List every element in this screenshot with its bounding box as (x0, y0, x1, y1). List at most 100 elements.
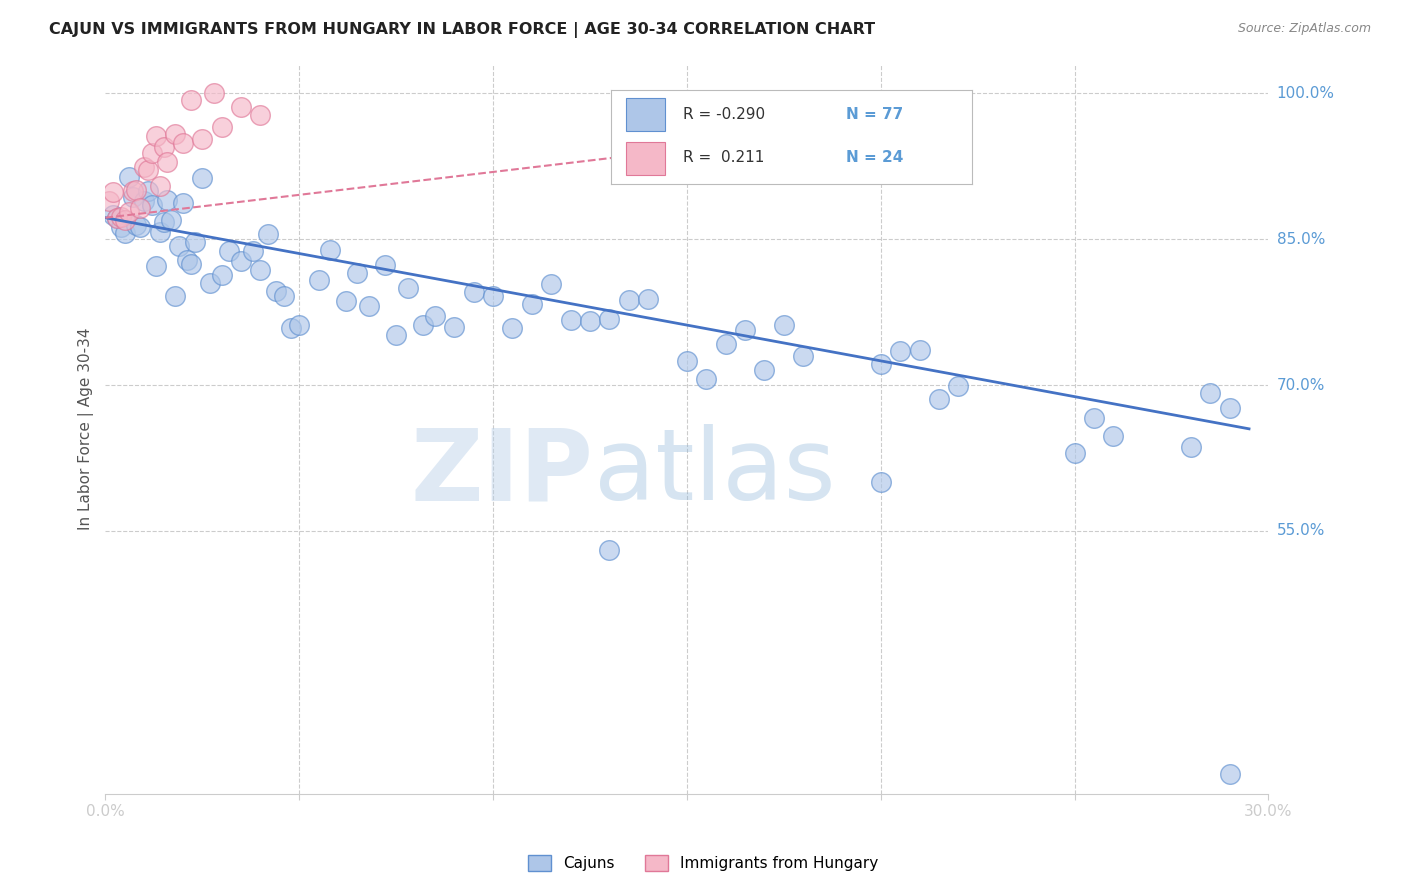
Point (695, 372, 717, 386)
Point (141, 146, 163, 161)
Point (249, 263, 271, 277)
Point (637, 293, 659, 307)
Point (598, 312, 620, 326)
Point (145, 128, 167, 143)
Point (149, 178, 172, 193)
Point (121, 184, 143, 198)
Point (540, 277, 562, 292)
Point (165, 288, 187, 302)
Point (385, 328, 408, 343)
Point (129, 220, 152, 235)
Point (249, 108, 271, 122)
Point (218, 244, 240, 258)
Point (319, 243, 342, 257)
Point (676, 353, 699, 368)
Point (105, 211, 128, 225)
Point (202, 87, 225, 101)
Point (180, 257, 202, 271)
Point (560, 313, 582, 327)
Point (501, 320, 523, 334)
Point (617, 293, 640, 308)
Point (273, 289, 295, 303)
Point (114, 213, 136, 227)
Point (141, 198, 163, 212)
Point (1219, 401, 1241, 416)
Point (211, 120, 233, 134)
Point (160, 212, 183, 227)
Point (579, 314, 602, 328)
Point (117, 169, 139, 184)
Text: CAJUN VS IMMIGRANTS FROM HUNGARY IN LABOR FORCE | AGE 30-34 CORRELATION CHART: CAJUN VS IMMIGRANTS FROM HUNGARY IN LABO… (49, 22, 876, 38)
Point (792, 349, 814, 363)
Point (1083, 411, 1105, 425)
Point (1102, 429, 1125, 443)
Point (172, 196, 194, 211)
Point (176, 252, 198, 267)
Point (180, 93, 202, 107)
Point (357, 299, 380, 313)
Point (889, 344, 911, 359)
Point (105, 211, 128, 225)
Text: atlas: atlas (593, 424, 835, 521)
Point (423, 310, 446, 324)
Point (125, 218, 148, 232)
Point (264, 284, 287, 298)
Point (136, 184, 159, 198)
Point (714, 336, 737, 351)
Point (110, 220, 132, 235)
Point (229, 100, 252, 114)
Point (145, 259, 167, 273)
Point (288, 318, 311, 333)
Point (211, 268, 233, 282)
Point (412, 318, 434, 333)
Text: 100.0%: 100.0% (1277, 86, 1334, 101)
Point (110, 211, 132, 225)
Point (1063, 446, 1085, 460)
Y-axis label: In Labor Force | Age 30-34: In Labor Force | Age 30-34 (79, 327, 94, 530)
Point (98, 194, 121, 209)
Text: 70.0%: 70.0% (1277, 377, 1324, 392)
Point (463, 285, 485, 300)
Point (754, 363, 776, 377)
Point (152, 139, 174, 153)
Point (308, 272, 330, 286)
Point (280, 321, 302, 335)
Text: 55.0%: 55.0% (1277, 524, 1324, 539)
Point (191, 170, 214, 185)
Point (129, 201, 152, 215)
Point (152, 215, 174, 229)
Point (191, 132, 214, 146)
Point (183, 235, 205, 249)
Point (772, 318, 794, 333)
Point (114, 226, 136, 240)
Point (101, 186, 124, 200)
Point (908, 343, 931, 357)
Point (125, 182, 148, 196)
Point (1219, 767, 1241, 781)
Point (156, 194, 179, 208)
Point (198, 277, 221, 291)
Point (156, 155, 179, 169)
Point (167, 239, 190, 253)
Point (335, 294, 357, 309)
Point (134, 194, 156, 208)
Point (869, 475, 891, 490)
Text: Source: ZipAtlas.com: Source: ZipAtlas.com (1237, 22, 1371, 36)
Point (229, 254, 252, 268)
Point (443, 320, 465, 334)
Point (149, 226, 172, 240)
Point (172, 136, 194, 150)
Point (734, 323, 756, 337)
Point (482, 289, 505, 303)
Legend: Cajuns, Immigrants from Hungary: Cajuns, Immigrants from Hungary (522, 849, 884, 877)
Text: ZIP: ZIP (411, 424, 593, 521)
Point (242, 244, 264, 258)
Point (136, 163, 159, 178)
Point (948, 378, 970, 392)
Point (598, 543, 620, 558)
Point (373, 258, 395, 272)
Point (165, 127, 187, 141)
Point (520, 297, 543, 311)
Point (396, 281, 419, 295)
Text: 85.0%: 85.0% (1277, 232, 1324, 247)
